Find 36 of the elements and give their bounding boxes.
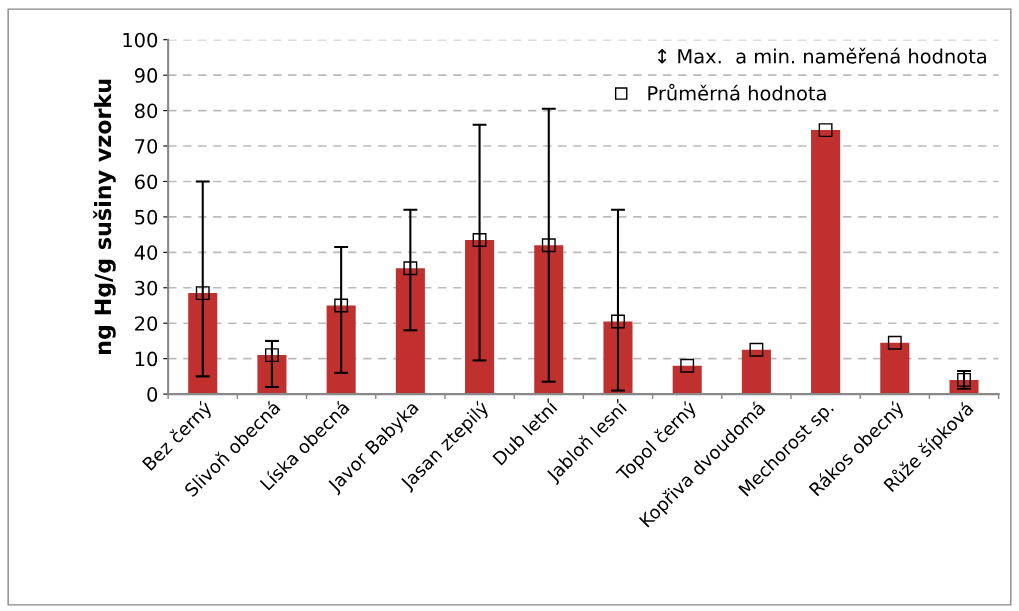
bar (188, 293, 218, 395)
bar (395, 268, 425, 395)
y-tick-label: 60 (135, 174, 158, 190)
annotation: ↕ Max. a min. naměřená hodnota (657, 47, 986, 64)
point (611, 314, 625, 329)
y-tick-label: 80 (134, 103, 158, 119)
y-tick-label: 100 (123, 32, 158, 48)
legend-label: Průměrná hodnota (648, 83, 826, 101)
bar (811, 130, 841, 395)
bar (880, 342, 910, 395)
y-tick-label: 20 (135, 316, 158, 331)
y-axis-title: ng Hg/g sušiny vzorku (93, 79, 116, 354)
point (195, 286, 210, 301)
bar (672, 365, 702, 395)
bar (326, 305, 356, 395)
point (334, 298, 349, 313)
point (749, 342, 764, 357)
bar (603, 321, 633, 395)
bar (465, 239, 495, 395)
y-tick-label: 40 (134, 245, 158, 261)
bar (257, 355, 287, 395)
bar (534, 245, 564, 395)
point (403, 261, 418, 276)
point (472, 232, 487, 247)
y-tick-label: 90 (134, 68, 158, 83)
point (818, 123, 833, 138)
point (680, 358, 695, 373)
y-tick-label: 10 (135, 351, 158, 367)
y-tick-label: 50 (135, 209, 158, 225)
point (541, 238, 556, 253)
y-tick-label: 0 (147, 387, 158, 402)
bar (741, 349, 771, 395)
point (265, 348, 279, 363)
y-tick-label: 70 (135, 138, 158, 154)
point (887, 335, 902, 350)
y-tick-label: 30 (135, 280, 158, 296)
